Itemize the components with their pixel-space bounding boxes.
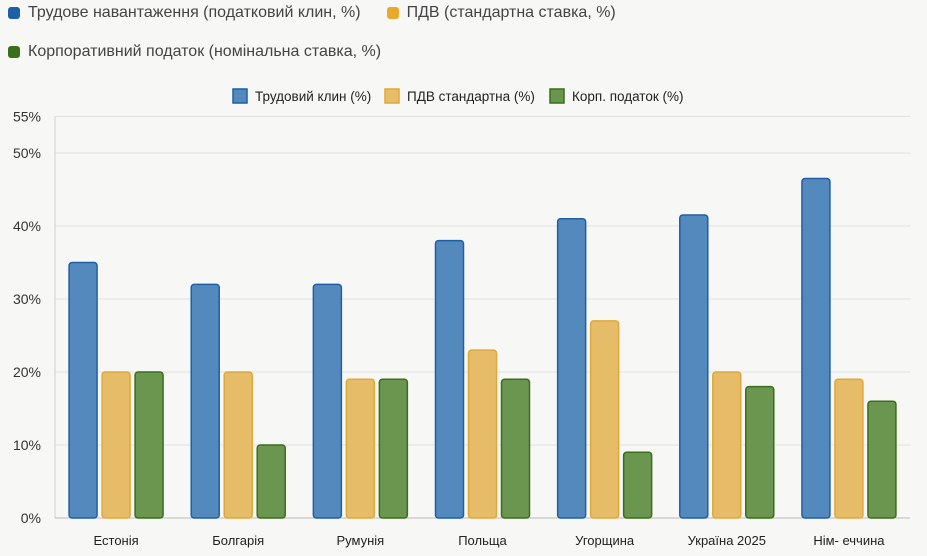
legend-label: ПДВ стандартна (%) [407,89,535,104]
bar-2 [256,444,286,519]
bar-1 [834,378,864,519]
legend-label: ПДВ (стандартна ставка, %) [406,4,616,21]
bar-0 [190,283,220,519]
legend-swatch-icon [8,46,20,58]
legend-label: Трудове навантаження (податковий клин, %… [28,4,361,21]
legend-swatch-icon [232,88,248,104]
legend-label: Корп. податок (%) [572,89,684,104]
y-tick-label: 20% [13,364,41,380]
y-tick-label: 30% [13,291,41,307]
bar-2 [134,371,164,519]
bar-0 [68,261,98,519]
legend-swatch-icon [549,88,565,104]
legend-label: Трудовий клин (%) [255,89,371,104]
bar-1 [223,371,253,519]
bar-2 [378,378,409,519]
x-tick-label: Польща [458,533,507,548]
y-tick-label: 55% [13,109,41,125]
bar-0 [312,283,343,519]
page-legend-row-1: Трудове навантаження (податковий клин, %… [8,4,642,22]
y-tick-label: 10% [13,437,41,453]
x-tick-label: Нім- еччина [813,533,885,548]
legend-label: Корпоративний податок (номінальна ставка… [28,43,382,60]
bar-0 [556,217,587,519]
x-tick-label: Румунія [336,533,384,548]
x-tick-label: Естонія [93,533,138,548]
y-tick-label: 0% [21,510,41,526]
bar-2 [500,378,531,519]
x-tick-label: Болгарія [212,533,264,548]
legend-swatch-icon [386,7,399,19]
page-legend-item-labor: Трудове навантаження (податковий клин, %… [8,4,361,22]
bar-1 [101,371,131,519]
bar-2 [745,385,775,519]
y-tick-label: 50% [13,145,41,161]
legend-swatch-icon [8,7,20,19]
bar-0 [434,239,465,519]
page-legend-item-vat: ПДВ (стандартна ставка, %) [386,4,616,22]
bar-1 [467,349,498,519]
x-tick-label: Угорщина [575,533,635,548]
bar-0 [801,177,831,519]
bar-1 [589,320,620,519]
bar-1 [712,371,742,519]
bar-2 [867,400,897,519]
y-tick-label: 40% [13,218,41,234]
x-tick-label: Україна 2025 [688,533,766,548]
legend-swatch-icon [384,88,400,104]
page-legend-row-2: Корпоративний податок (номінальна ставка… [8,43,407,61]
bar-1 [345,378,376,519]
bar-0 [679,214,709,519]
bar-2 [622,451,653,519]
page-legend-item-corp: Корпоративний податок (номінальна ставка… [8,43,381,61]
bar-chart: 0% 10% 20% 30% 40% 50% 55% Естонія Болгарія Румун… [13,88,910,548]
